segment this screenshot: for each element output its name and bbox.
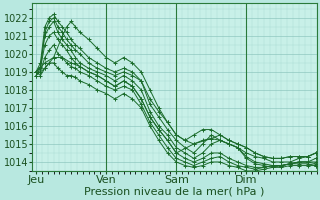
X-axis label: Pression niveau de la mer( hPa ): Pression niveau de la mer( hPa ) (84, 187, 265, 197)
